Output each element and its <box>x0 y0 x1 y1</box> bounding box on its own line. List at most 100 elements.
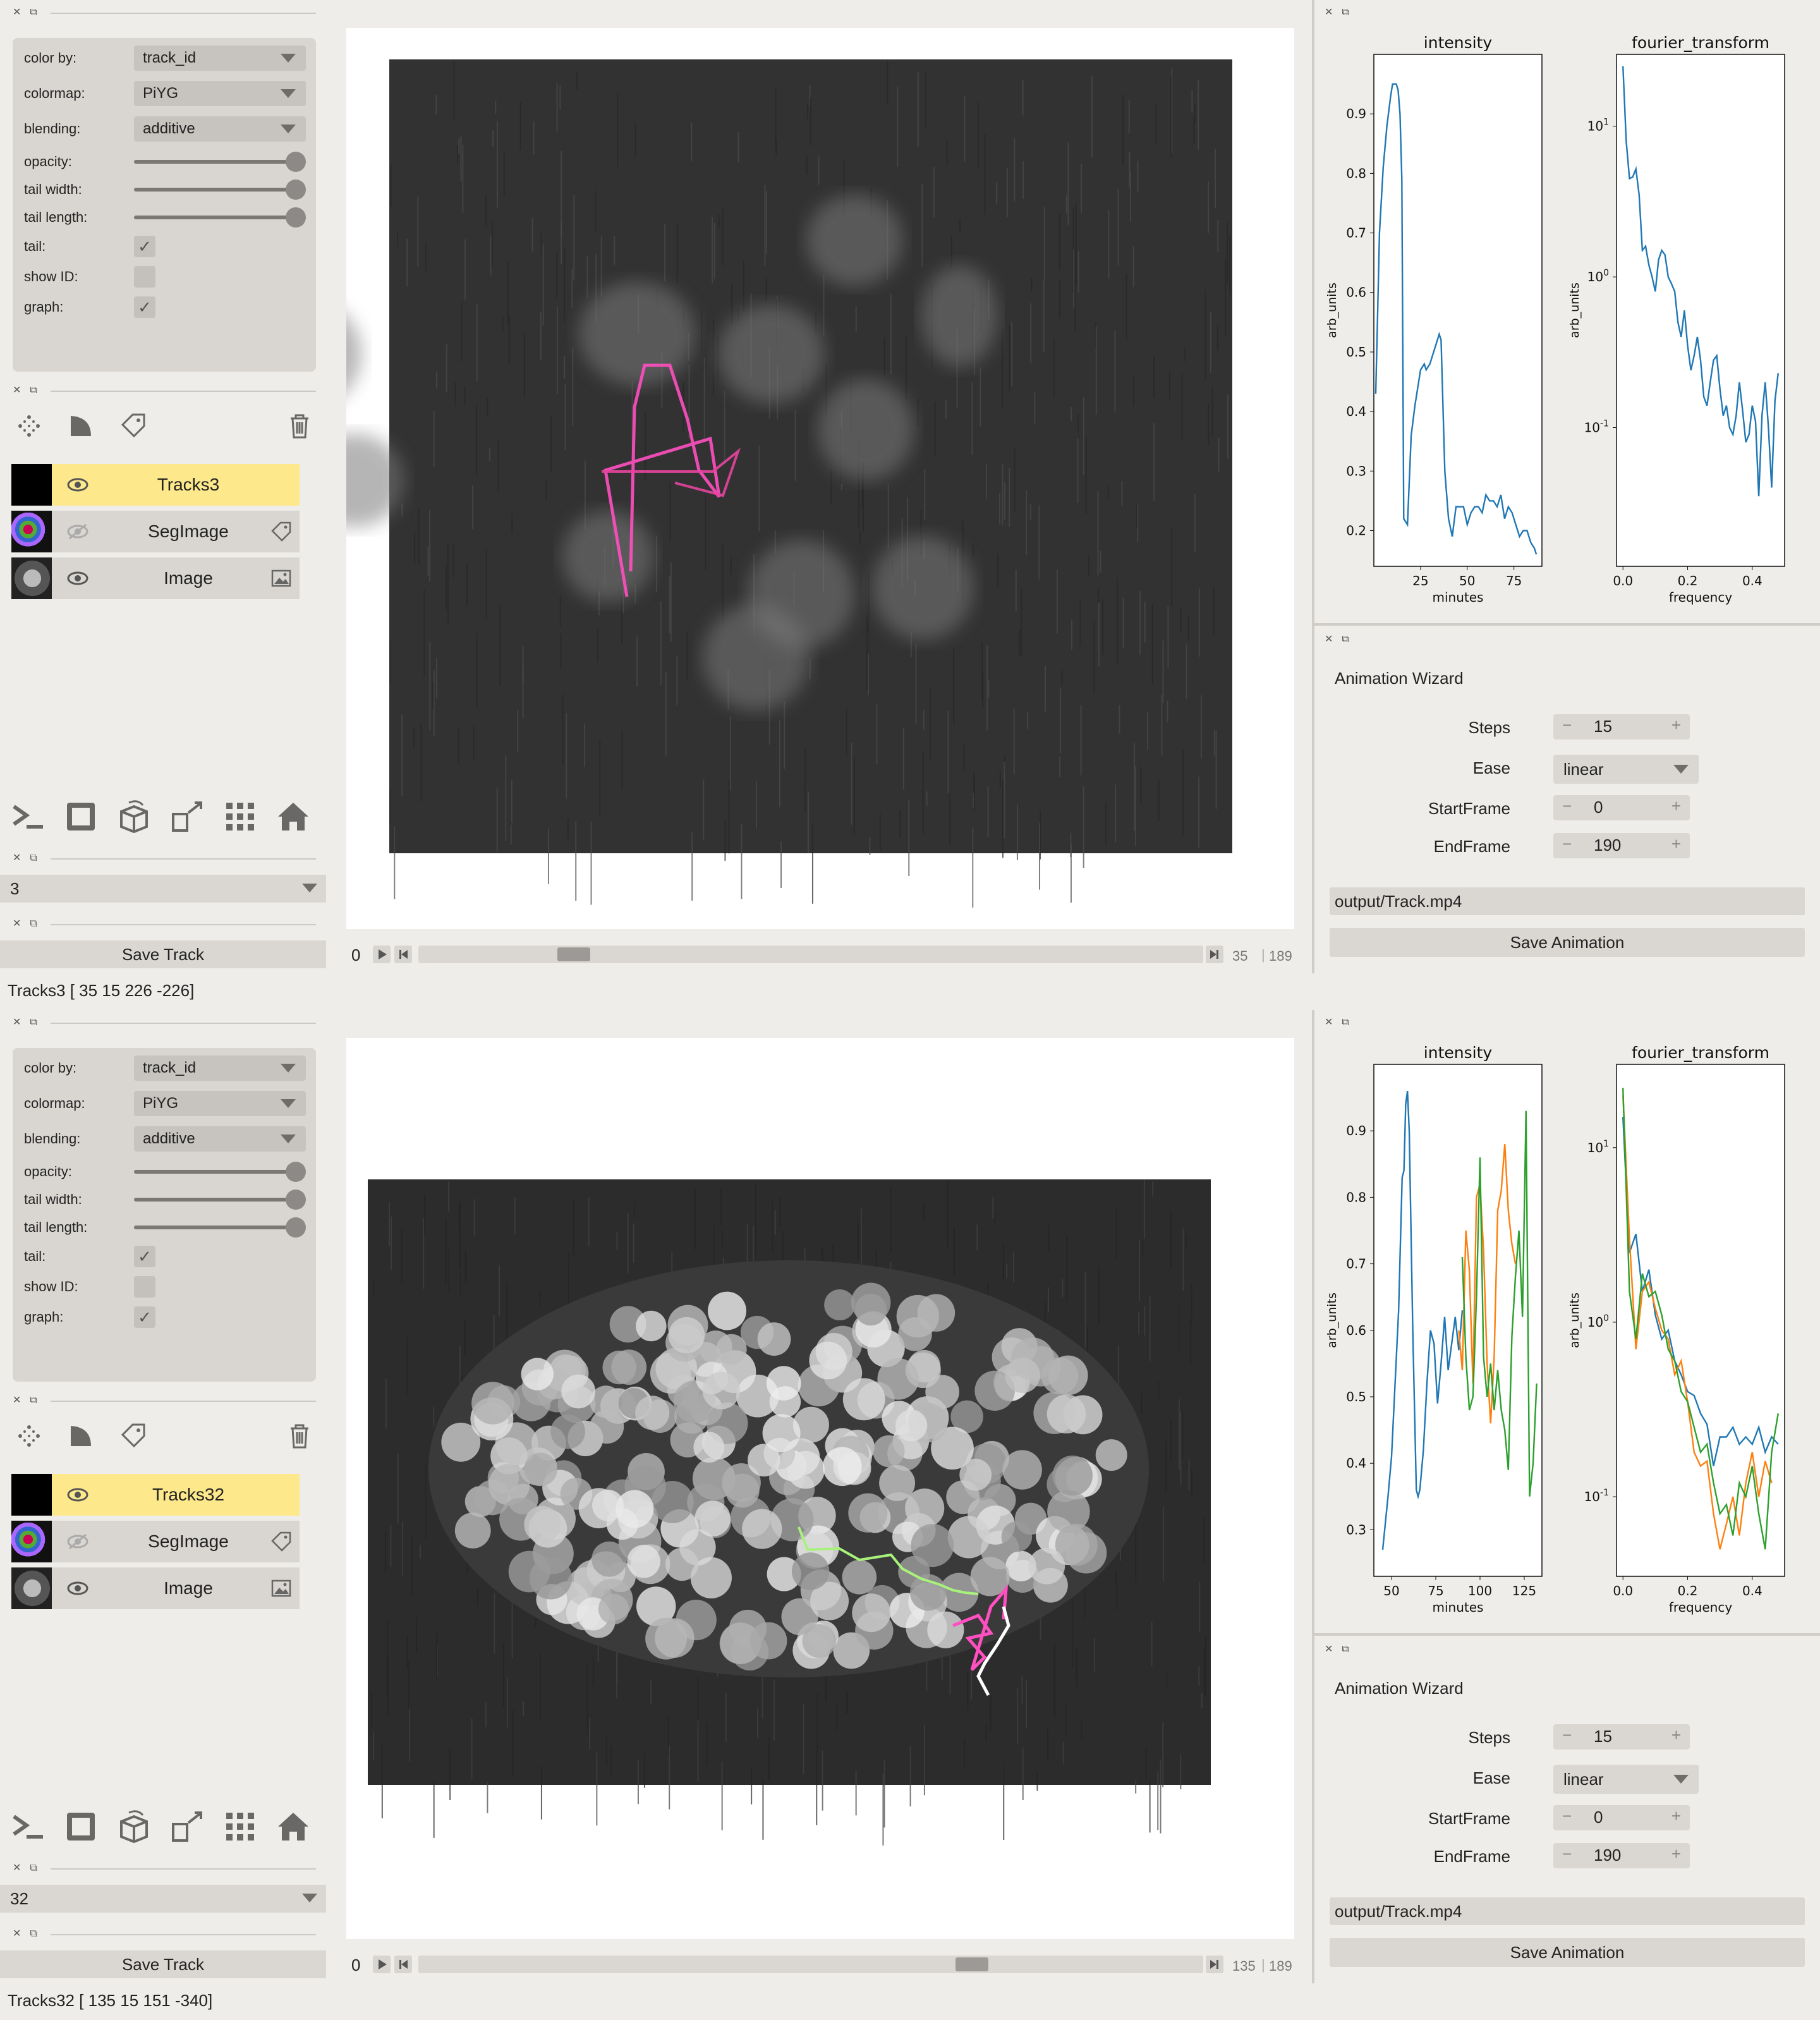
new-shapes-button[interactable] <box>62 407 100 445</box>
grid-view-button[interactable] <box>221 1808 259 1846</box>
start-frame-spinbox[interactable]: − 0 + <box>1553 795 1690 820</box>
new-labels-button[interactable] <box>115 1417 153 1455</box>
layer-item-tracks[interactable]: Tracks32 <box>11 1474 300 1516</box>
dock-splitter[interactable] <box>1312 1010 1314 1983</box>
layer-item-image[interactable]: Image <box>11 1567 300 1609</box>
blending-combo[interactable]: additive <box>134 1126 306 1152</box>
track-path[interactable] <box>602 447 741 497</box>
track-select-combo[interactable]: 32 <box>0 1885 326 1913</box>
color-by-combo[interactable]: track_id <box>134 46 306 71</box>
end-frame-spinbox[interactable]: − 190 + <box>1553 833 1690 858</box>
float-icon[interactable]: ⧉ <box>1342 634 1349 645</box>
transpose-button[interactable] <box>168 1808 206 1846</box>
new-shapes-button[interactable] <box>62 1417 100 1455</box>
layer-item-segimage[interactable]: SegImage <box>11 511 300 552</box>
opacity-slider[interactable] <box>134 152 306 172</box>
steps-spinbox[interactable]: − 15 + <box>1553 714 1690 739</box>
close-icon[interactable]: ✕ <box>13 7 21 18</box>
play-button[interactable] <box>373 1956 391 1973</box>
layer-item-segimage[interactable]: SegImage <box>11 1521 300 1562</box>
transpose-button[interactable] <box>168 798 206 836</box>
float-icon[interactable]: ⧉ <box>30 1928 37 1939</box>
slider-handle[interactable] <box>286 1189 306 1210</box>
save-animation-button[interactable]: Save Animation <box>1330 928 1805 957</box>
colormap-combo[interactable]: PiYG <box>134 81 306 106</box>
show-id-checkbox[interactable] <box>134 266 155 288</box>
grid-view-button[interactable] <box>221 798 259 836</box>
decrement-button[interactable]: − <box>1562 1806 1572 1825</box>
float-icon[interactable]: ⧉ <box>30 853 37 863</box>
play-button[interactable] <box>373 946 391 963</box>
increment-button[interactable]: + <box>1671 796 1681 815</box>
tail-width-slider[interactable] <box>134 1189 306 1210</box>
close-icon[interactable]: ✕ <box>13 1928 21 1939</box>
opacity-slider[interactable] <box>134 1162 306 1182</box>
slider-handle[interactable] <box>286 1217 306 1238</box>
eye-hidden-icon[interactable] <box>67 522 88 541</box>
end-frame-spinbox[interactable]: − 190 + <box>1553 1843 1690 1868</box>
console-button[interactable] <box>9 798 47 836</box>
eye-hidden-icon[interactable] <box>67 1532 88 1551</box>
increment-button[interactable]: + <box>1671 1725 1681 1744</box>
frame-slider[interactable] <box>418 1956 1203 1973</box>
float-icon[interactable]: ⧉ <box>1342 1017 1349 1028</box>
close-icon[interactable]: ✕ <box>13 1017 21 1028</box>
eye-icon[interactable] <box>67 1579 88 1598</box>
roll-dimensions-button[interactable] <box>115 1808 153 1846</box>
graph-checkbox[interactable]: ✓ <box>134 296 155 318</box>
new-points-button[interactable] <box>10 407 48 445</box>
float-icon[interactable]: ⧉ <box>30 385 37 396</box>
home-button[interactable] <box>274 1808 312 1846</box>
track-path[interactable] <box>798 1526 979 1595</box>
roll-dimensions-button[interactable] <box>115 798 153 836</box>
new-points-button[interactable] <box>10 1417 48 1455</box>
float-icon[interactable]: ⧉ <box>30 1395 37 1406</box>
decrement-button[interactable]: − <box>1562 834 1572 853</box>
float-icon[interactable]: ⧉ <box>30 918 37 929</box>
increment-button[interactable]: + <box>1671 834 1681 853</box>
graph-checkbox[interactable]: ✓ <box>134 1306 155 1328</box>
slider-handle[interactable] <box>286 1162 306 1182</box>
save-animation-button[interactable]: Save Animation <box>1330 1938 1805 1967</box>
delete-layer-button[interactable] <box>281 407 318 445</box>
viewer-canvas[interactable] <box>346 1038 1294 1939</box>
toggle-ndisplay-button[interactable] <box>62 1808 100 1846</box>
eye-icon[interactable] <box>67 1485 88 1504</box>
ease-combo[interactable]: linear <box>1553 755 1699 784</box>
output-path-input[interactable]: output/Track.mp4 <box>1330 1897 1805 1925</box>
new-labels-button[interactable] <box>115 407 153 445</box>
track-path[interactable] <box>604 363 721 597</box>
first-frame-button[interactable] <box>394 1956 412 1973</box>
close-icon[interactable]: ✕ <box>1325 1017 1333 1028</box>
frame-slider[interactable] <box>418 946 1203 963</box>
increment-button[interactable]: + <box>1671 715 1681 734</box>
colormap-combo[interactable]: PiYG <box>134 1091 306 1116</box>
close-icon[interactable]: ✕ <box>1325 1644 1333 1655</box>
blending-combo[interactable]: additive <box>134 116 306 142</box>
float-icon[interactable]: ⧉ <box>1342 1644 1349 1655</box>
viewer-canvas[interactable] <box>258 28 1294 929</box>
eye-icon[interactable] <box>67 569 88 588</box>
last-frame-button[interactable] <box>1206 1956 1223 1973</box>
show-id-checkbox[interactable] <box>134 1276 155 1298</box>
layer-item-tracks[interactable]: Tracks3 <box>11 464 300 506</box>
tail-width-slider[interactable] <box>134 179 306 200</box>
frame-slider-handle[interactable] <box>955 1957 988 1971</box>
last-frame-button[interactable] <box>1206 946 1223 963</box>
slider-handle[interactable] <box>286 179 306 200</box>
tail-checkbox[interactable]: ✓ <box>134 236 155 257</box>
output-path-input[interactable]: output/Track.mp4 <box>1330 887 1805 915</box>
dock-splitter[interactable] <box>1312 0 1314 973</box>
ease-combo[interactable]: linear <box>1553 1765 1699 1794</box>
decrement-button[interactable]: − <box>1562 715 1572 734</box>
close-icon[interactable]: ✕ <box>1325 634 1333 645</box>
slider-handle[interactable] <box>286 152 306 172</box>
increment-button[interactable]: + <box>1671 1806 1681 1825</box>
image-background[interactable] <box>389 59 1232 853</box>
save-track-button[interactable]: Save Track <box>0 940 326 968</box>
console-button[interactable] <box>9 1808 47 1846</box>
microscopy-image[interactable] <box>346 1038 1294 1939</box>
start-frame-spinbox[interactable]: − 0 + <box>1553 1805 1690 1830</box>
decrement-button[interactable]: − <box>1562 1725 1572 1744</box>
toggle-ndisplay-button[interactable] <box>62 798 100 836</box>
